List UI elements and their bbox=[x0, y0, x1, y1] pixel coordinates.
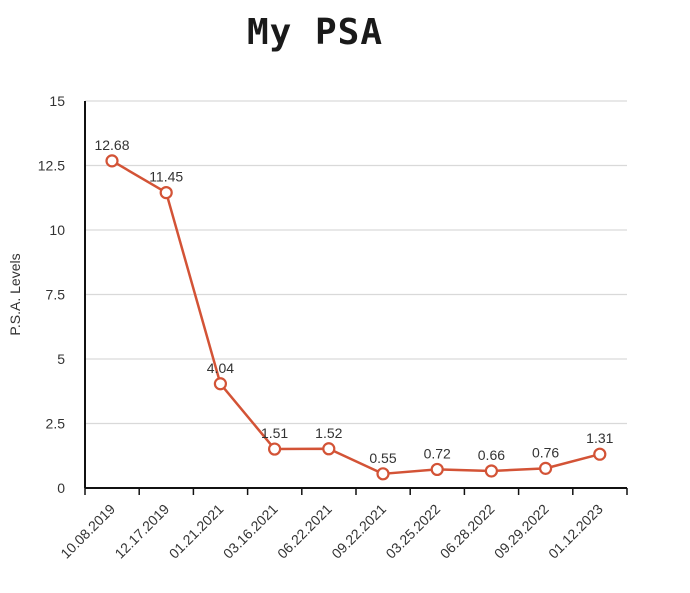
y-tick-label: 12.5 bbox=[38, 158, 65, 174]
x-tick-labels: 10.08.201912.17.201901.21.202103.16.2021… bbox=[57, 501, 606, 562]
data-label: 0.66 bbox=[478, 447, 505, 463]
x-tick-label: 09.29.2022 bbox=[491, 501, 552, 562]
data-label: 1.52 bbox=[315, 425, 342, 441]
data-point[interactable] bbox=[484, 464, 498, 478]
chart-title: My PSA bbox=[246, 12, 384, 53]
data-label: 0.72 bbox=[424, 445, 451, 461]
grid-lines bbox=[85, 100, 627, 425]
x-tick-label: 12.17.2019 bbox=[111, 501, 172, 562]
y-tick-label: 2.5 bbox=[46, 416, 66, 432]
x-tick-label: 06.22.2021 bbox=[274, 501, 335, 562]
y-tick-label: 5 bbox=[57, 351, 65, 367]
x-tick-label: 10.08.2019 bbox=[57, 501, 118, 562]
data-point[interactable] bbox=[213, 377, 227, 391]
x-tick-label: 03.16.2021 bbox=[220, 501, 281, 562]
y-tick-label: 10 bbox=[49, 222, 65, 238]
x-tick-label: 03.25.2022 bbox=[382, 501, 443, 562]
data-point[interactable] bbox=[538, 461, 553, 475]
x-tick-label: 09.22.2021 bbox=[328, 501, 389, 562]
data-point[interactable] bbox=[593, 447, 607, 461]
data-label: 0.76 bbox=[532, 444, 559, 460]
data-point[interactable] bbox=[159, 185, 173, 200]
data-point[interactable] bbox=[268, 442, 282, 456]
y-tick-label: 7.5 bbox=[46, 287, 66, 303]
data-label: 0.55 bbox=[369, 450, 396, 466]
axes bbox=[84, 101, 628, 495]
y-tick-label: 15 bbox=[49, 93, 65, 109]
data-label: 12.68 bbox=[94, 137, 129, 153]
data-label: 1.31 bbox=[586, 430, 613, 446]
data-point[interactable] bbox=[376, 467, 390, 481]
y-tick-label: 0 bbox=[57, 480, 65, 496]
series-line bbox=[111, 159, 601, 476]
data-label: 1.51 bbox=[261, 425, 288, 441]
x-tick-label: 06.28.2022 bbox=[437, 501, 498, 562]
x-tick-label: 01.21.2021 bbox=[166, 501, 227, 562]
data-label: 4.04 bbox=[207, 360, 234, 376]
y-tick-labels: 0 2.5 5 7.5 10 12.5 15 bbox=[38, 93, 65, 496]
data-label: 11.45 bbox=[149, 169, 183, 185]
x-tick-label: 01.12.2023 bbox=[545, 501, 606, 562]
psa-series bbox=[105, 154, 607, 481]
data-labels: 12.68 11.45 4.04 1.51 1.52 0.55 0.72 0.66 0.76 1.… bbox=[94, 137, 613, 466]
data-point[interactable] bbox=[105, 154, 119, 168]
data-point[interactable] bbox=[322, 442, 336, 456]
data-point[interactable] bbox=[430, 462, 444, 477]
y-axis-label: P.S.A. Levels bbox=[7, 253, 23, 335]
